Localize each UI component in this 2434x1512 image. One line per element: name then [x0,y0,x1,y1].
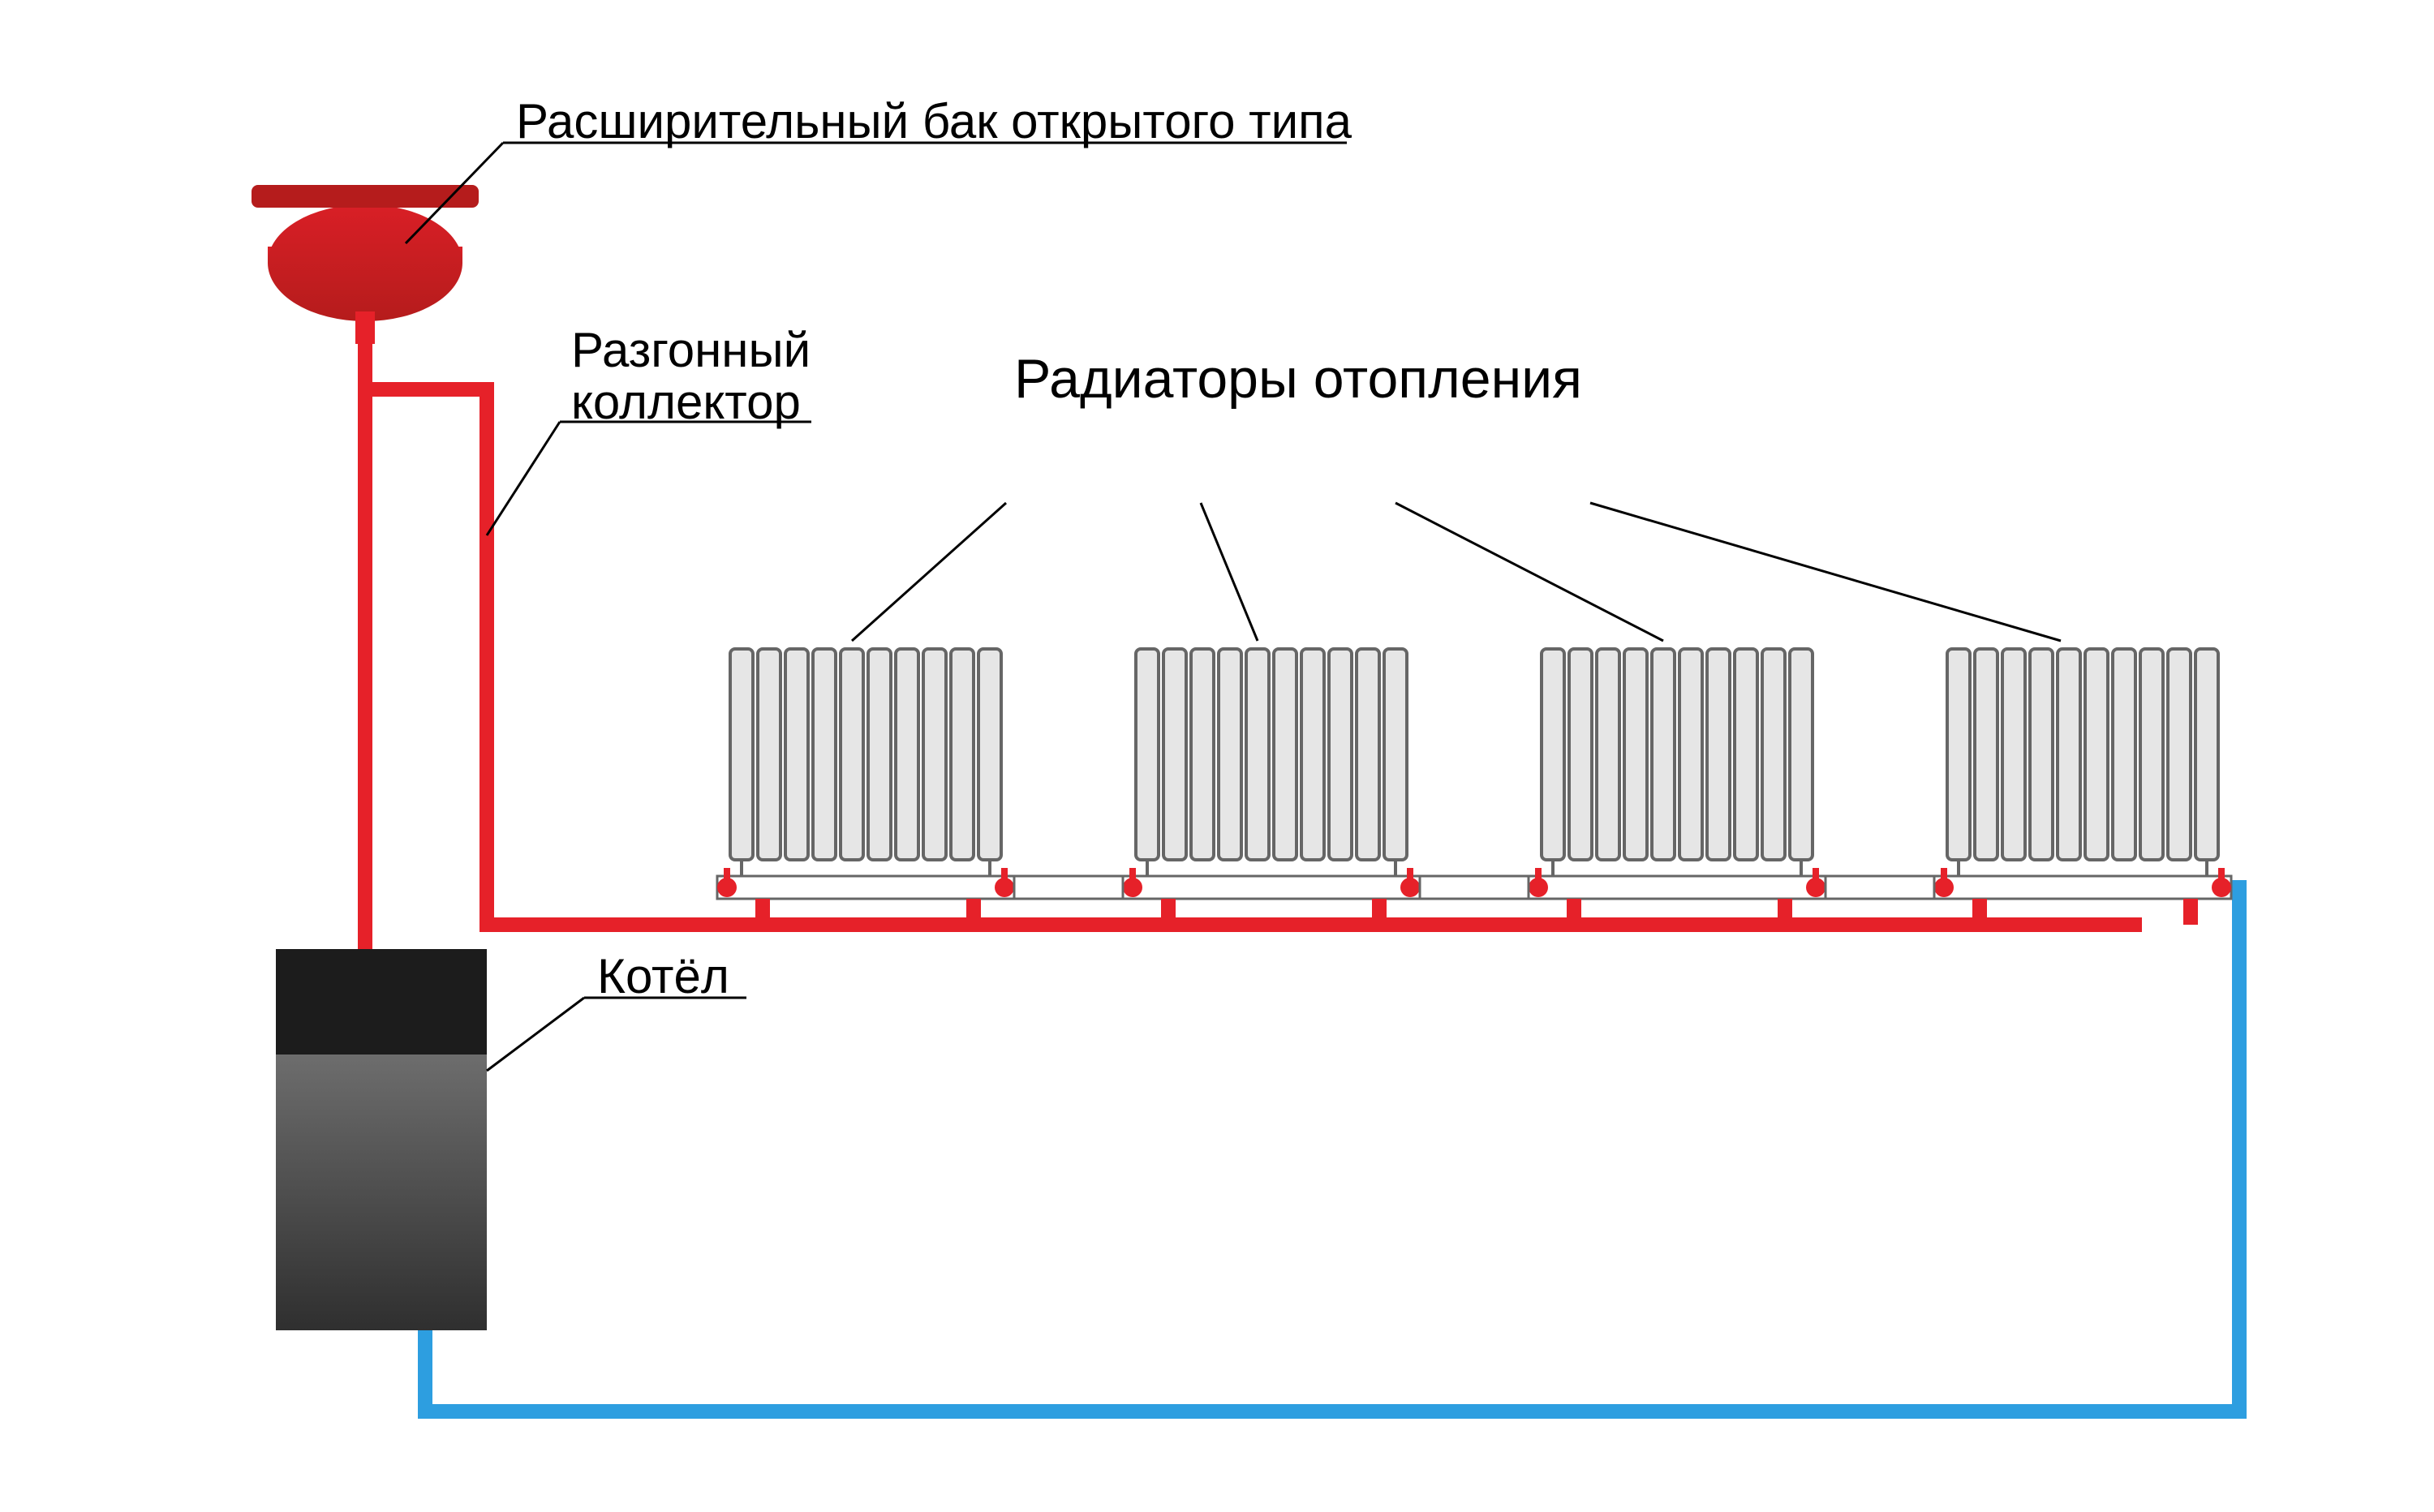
label-text: коллектор [571,375,801,429]
manifold-link [1014,876,1123,899]
label-text: Котёл [597,949,729,1003]
label-text: Расширительный бак открытого типа [516,94,1352,148]
heating-diagram: Расширительный бак открытого типа Разгонн… [0,0,2434,1512]
label-text: Разгонный [571,323,811,377]
manifold-link [1826,876,1934,899]
radiators-title: Радиаторы отопления [1014,348,1582,410]
diagram-svg: Расширительный бак открытого типа Разгонн… [0,0,2434,1512]
manifold-link [1420,876,1529,899]
boiler [276,949,487,1330]
